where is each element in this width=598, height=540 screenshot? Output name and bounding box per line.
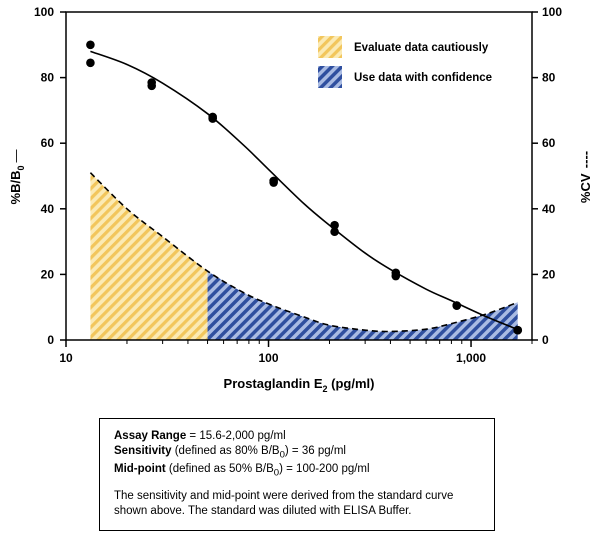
assay-info-box: Assay Range = 15.6-2,000 pg/ml Sensitivi… — [99, 418, 495, 531]
y-tick-label-right: 100 — [542, 5, 562, 19]
legend-swatch-confidence — [318, 66, 342, 88]
axis-ticks: 0 20 40 60 80 100 0 20 40 60 80 100 10 100 1,000 — [34, 5, 562, 365]
legend: Evaluate data cautiously Use data with c… — [318, 36, 492, 88]
y-tick-label-right: 40 — [542, 202, 556, 216]
confidence-region — [207, 271, 518, 340]
data-point — [208, 114, 217, 123]
x-tick-label: 100 — [259, 351, 279, 365]
x-axis-title: Prostaglandin E2 (pg/ml) — [224, 376, 375, 394]
legend-label-confidence: Use data with confidence — [354, 72, 492, 84]
caution-region — [90, 172, 208, 340]
y-tick-label-right: 80 — [542, 71, 556, 85]
data-point — [513, 325, 523, 335]
data-point — [86, 58, 95, 68]
y-tick-label-right: 20 — [542, 267, 556, 281]
y-tick-label-left: 40 — [41, 202, 55, 216]
data-point — [147, 81, 157, 91]
sensitivity-line: Sensitivity (defined as 80% B/B0) = 36 p… — [114, 445, 346, 461]
standard-curve-line — [90, 50, 519, 331]
assay-range-line: Assay Range = 15.6-2,000 pg/ml — [114, 430, 286, 442]
data-point — [330, 220, 339, 230]
cv-regions — [90, 172, 518, 340]
cv-dashed-line — [89, 172, 518, 333]
midpoint-line: Mid-point (defined as 50% B/B0) = 100-20… — [114, 463, 370, 479]
legend-label-caution: Evaluate data cautiously — [354, 42, 489, 54]
legend-swatch-caution — [318, 36, 342, 58]
data-point — [452, 301, 462, 310]
derivation-note: The sensitivity and mid-point were deriv… — [114, 489, 454, 517]
data-point — [391, 271, 401, 281]
y-tick-label-right: 0 — [542, 333, 549, 347]
y-tick-label-left: 60 — [41, 136, 55, 150]
x-tick-label: 10 — [59, 351, 73, 365]
y-tick-label-left: 0 — [47, 333, 54, 347]
data-point — [269, 178, 278, 187]
data-point — [86, 40, 95, 50]
data-points — [86, 40, 523, 335]
y-axis-title-left: %B/B0— — [8, 150, 26, 205]
data-point — [330, 227, 339, 237]
curves — [89, 50, 519, 333]
y-tick-label-left: 80 — [41, 71, 55, 85]
x-tick-label: 1,000 — [456, 351, 486, 365]
y-axis-title-right: %CV---- — [578, 151, 593, 203]
y-tick-label-left: 20 — [41, 267, 55, 281]
standard-curve-chart: 0 20 40 60 80 100 0 20 40 60 80 100 10 100 1,000 Evalu… — [8, 5, 593, 394]
y-tick-label-left: 100 — [34, 5, 54, 19]
y-tick-label-right: 60 — [542, 136, 556, 150]
plot-frame — [65, 11, 533, 341]
